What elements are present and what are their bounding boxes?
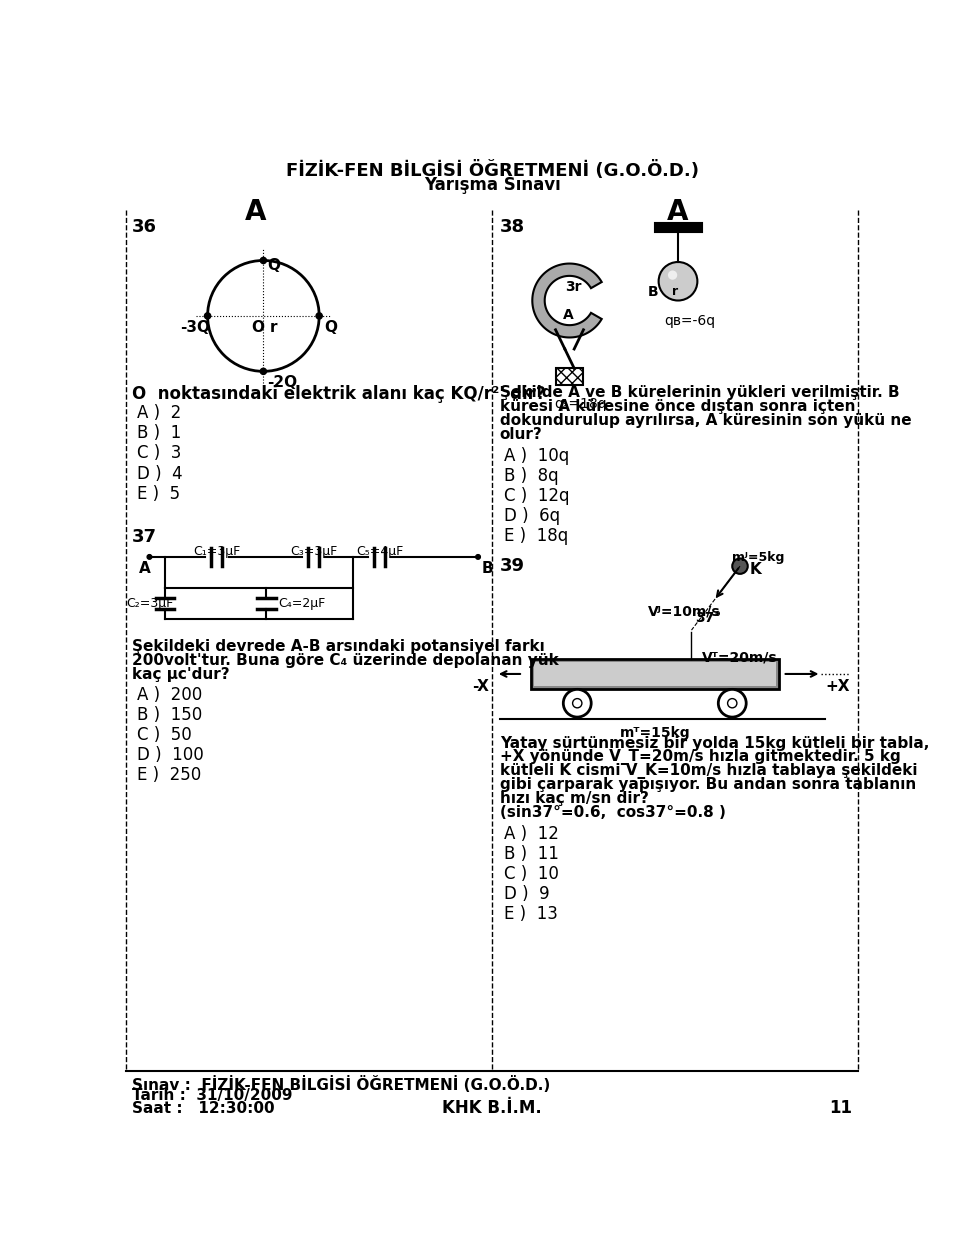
Text: C₂=3μF: C₂=3μF: [126, 596, 174, 610]
Text: B: B: [481, 561, 492, 576]
Text: O: O: [251, 320, 264, 335]
Text: Şekilde A ve B kürelerinin yükleri verilmiştir. B: Şekilde A ve B kürelerinin yükleri veril…: [500, 385, 900, 400]
Bar: [534, 662, 776, 687]
Text: O  noktasındaki elektrik alanı kaç KQ/r²' dir?: O noktasındaki elektrik alanı kaç KQ/r²'…: [132, 385, 545, 403]
Text: dokundurulup ayrılırsa, A küresinin son yükü ne: dokundurulup ayrılırsa, A küresinin son …: [500, 413, 911, 429]
Text: C )  3: C ) 3: [137, 445, 181, 462]
Text: 38: 38: [500, 218, 525, 236]
Circle shape: [668, 271, 677, 279]
Text: B )  1: B ) 1: [137, 425, 181, 442]
Text: mᴶ=5kg: mᴶ=5kg: [732, 551, 784, 564]
Circle shape: [260, 368, 267, 375]
Bar: [531, 659, 779, 689]
Text: gibi çarparak yapışıyor. Bu andan sonra tablanın: gibi çarparak yapışıyor. Bu andan sonra …: [500, 777, 916, 792]
Circle shape: [260, 257, 267, 263]
Text: C )  10: C ) 10: [504, 865, 560, 883]
Text: qʙ=-6q: qʙ=-6q: [664, 315, 715, 328]
Text: KHK B.İ.M.: KHK B.İ.M.: [443, 1099, 541, 1116]
Text: C₅=4μF: C₅=4μF: [356, 545, 403, 558]
Text: C )  12q: C ) 12q: [504, 487, 570, 505]
Text: B )  8q: B ) 8q: [504, 467, 559, 485]
Text: 37°: 37°: [695, 611, 722, 625]
Text: E )  18q: E ) 18q: [504, 528, 568, 545]
Text: Vᵀ=20m/s: Vᵀ=20m/s: [702, 650, 778, 665]
Text: D )  100: D ) 100: [137, 747, 204, 764]
Text: +X yönünde V_T=20m/s hızla gitmektedir. 5 kg: +X yönünde V_T=20m/s hızla gitmektedir. …: [500, 749, 900, 766]
Text: 11: 11: [829, 1099, 852, 1116]
Text: A: A: [138, 561, 151, 576]
Circle shape: [659, 262, 697, 301]
Text: -3Q: -3Q: [180, 320, 210, 335]
Text: B: B: [648, 286, 659, 299]
Text: C₄=2μF: C₄=2μF: [278, 596, 325, 610]
Text: qₐ=18q: qₐ=18q: [554, 397, 607, 411]
Text: C₃=3μF: C₃=3μF: [290, 545, 337, 558]
Text: Yatay sürtünmesiz bir yolda 15kg kütleli bir tabla,: Yatay sürtünmesiz bir yolda 15kg kütleli…: [500, 736, 929, 751]
Text: küresi A küresine önce dıştan sonra içten: küresi A küresine önce dıştan sonra içte…: [500, 398, 855, 413]
Text: Q: Q: [324, 320, 337, 335]
Text: (sin37°=0.6,  cos37°=0.8 ): (sin37°=0.6, cos37°=0.8 ): [500, 804, 726, 819]
Circle shape: [564, 689, 591, 717]
Circle shape: [204, 313, 210, 320]
Text: A )  2: A ) 2: [137, 405, 181, 422]
Circle shape: [728, 699, 737, 708]
Text: Tarih :  31/10/2009: Tarih : 31/10/2009: [132, 1088, 292, 1103]
Text: A )  10q: A ) 10q: [504, 447, 569, 465]
Text: E )  5: E ) 5: [137, 485, 180, 502]
Text: D )  9: D ) 9: [504, 885, 550, 903]
Text: +X: +X: [826, 679, 850, 694]
Text: C )  50: C ) 50: [137, 727, 192, 744]
Circle shape: [476, 555, 480, 559]
Text: A: A: [245, 198, 266, 226]
Circle shape: [572, 699, 582, 708]
Text: B )  11: B ) 11: [504, 845, 560, 863]
Text: kütleli K cismi V_K=10m/s hızla tablaya şekildeki: kütleli K cismi V_K=10m/s hızla tablaya …: [500, 763, 917, 779]
Text: E )  13: E ) 13: [504, 905, 559, 923]
Text: 3r: 3r: [565, 281, 582, 294]
Text: A )  12: A ) 12: [504, 824, 560, 843]
Text: A: A: [667, 198, 688, 226]
Text: Sınav :  FİZİK-FEN BİLGİSİ ÖĞRETMENİ (G.O.Ö.D.): Sınav : FİZİK-FEN BİLGİSİ ÖĞRETMENİ (G.O…: [132, 1076, 550, 1093]
Text: D )  4: D ) 4: [137, 465, 182, 482]
Text: 37: 37: [132, 528, 156, 545]
Text: A: A: [564, 308, 574, 322]
Text: 39: 39: [500, 556, 525, 575]
Circle shape: [147, 555, 152, 559]
Circle shape: [718, 689, 746, 717]
Text: Şekildeki devrede A-B arsındaki potansiyel farkı: Şekildeki devrede A-B arsındaki potansiy…: [132, 639, 544, 654]
Bar: [556, 368, 584, 385]
Text: -2Q: -2Q: [267, 375, 298, 390]
Text: olur?: olur?: [500, 427, 542, 442]
Text: E )  250: E ) 250: [137, 767, 202, 784]
Text: FİZİK-FEN BİLGİSİ ÖĞRETMENİ (G.O.Ö.D.): FİZİK-FEN BİLGİSİ ÖĞRETMENİ (G.O.Ö.D.): [285, 162, 699, 180]
Text: r: r: [270, 320, 277, 335]
Text: Vᴶ=10m/s: Vᴶ=10m/s: [648, 604, 721, 619]
Text: 36: 36: [132, 218, 156, 236]
Text: A )  200: A ) 200: [137, 687, 203, 704]
Text: kaç µc'dur?: kaç µc'dur?: [132, 667, 229, 682]
Circle shape: [732, 559, 748, 574]
Text: C₁=3μF: C₁=3μF: [193, 545, 241, 558]
Text: Yarışma Sınavı: Yarışma Sınavı: [423, 175, 561, 194]
Text: mᵀ=15kg: mᵀ=15kg: [619, 727, 690, 741]
Text: 200volt'tur. Buna göre C₄ üzerinde depolanan yük: 200volt'tur. Buna göre C₄ üzerinde depol…: [132, 653, 559, 668]
Text: Saat :   12:30:00: Saat : 12:30:00: [132, 1101, 275, 1116]
Text: hızı kaç m/sn dir?: hızı kaç m/sn dir?: [500, 791, 649, 806]
Circle shape: [316, 313, 323, 320]
Text: B )  150: B ) 150: [137, 707, 203, 724]
Text: r: r: [672, 286, 678, 298]
Text: Q: Q: [267, 258, 280, 273]
Text: -X: -X: [472, 679, 489, 694]
Text: D )  6q: D ) 6q: [504, 507, 561, 525]
Polygon shape: [532, 263, 602, 337]
Text: K: K: [750, 563, 761, 578]
